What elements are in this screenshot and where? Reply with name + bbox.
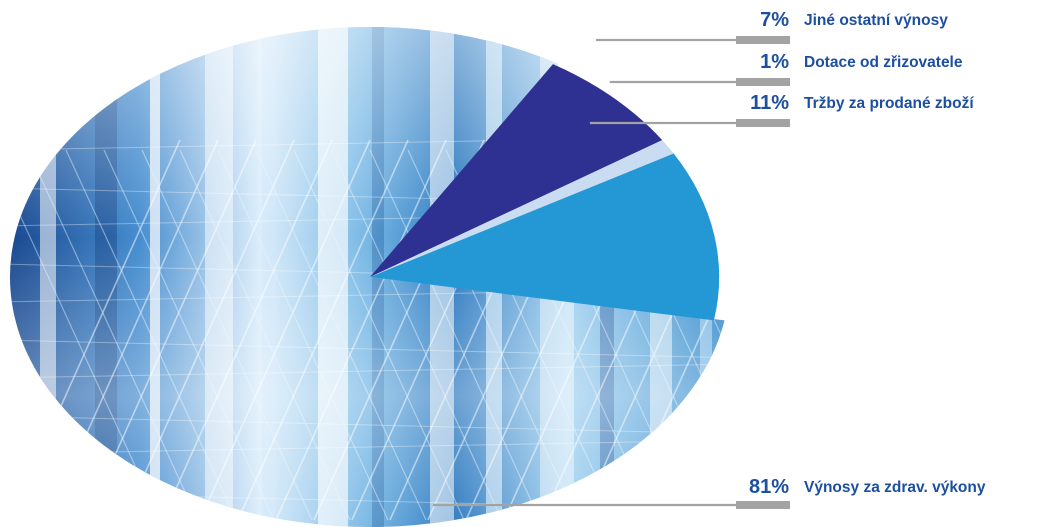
texture-line: [711, 149, 725, 521]
slice-label-jine-ostatni-vynosy: Jiné ostatní výnosy: [804, 12, 948, 29]
texture-line: [732, 140, 902, 520]
percent-label-vynosy-za-zdrav-vykony: 81%: [749, 476, 789, 498]
slice-label-trzby-za-prodane-zbozi: Tržby za prodané zboží: [804, 95, 974, 112]
slice-label-dotace-od-zrizovatele: Dotace od zřizovatele: [804, 54, 963, 71]
percent-label-jine-ostatni-vynosy: 7%: [760, 9, 789, 31]
slice-label-vynosy-za-zdrav-vykony: Výnosy za zdrav. výkony: [804, 479, 986, 496]
pie-slice-jine-ostatni-vynosy: [370, 64, 663, 277]
percent-underline-vynosy-za-zdrav-vykony: [736, 501, 790, 509]
percent-label-dotace-od-zrizovatele: 1%: [760, 51, 789, 73]
slice-labels: 81% Výnosy za zdrav. výkony 7% Jiné ostatní…: [749, 9, 986, 498]
percent-underline-trzby-za-prodane-zbozi: [736, 119, 790, 127]
leader-lines: [433, 36, 790, 509]
pie-slice-dotace-od-zrizovatele: [370, 140, 674, 277]
percent-label-trzby-za-prodane-zbozi: 11%: [750, 92, 789, 114]
percent-underline-jine-ostatni-vynosy: [736, 36, 790, 44]
percent-underline-dotace-od-zrizovatele: [736, 78, 790, 86]
pie-slice-trzby-za-prodane-zbozi: [370, 153, 720, 321]
